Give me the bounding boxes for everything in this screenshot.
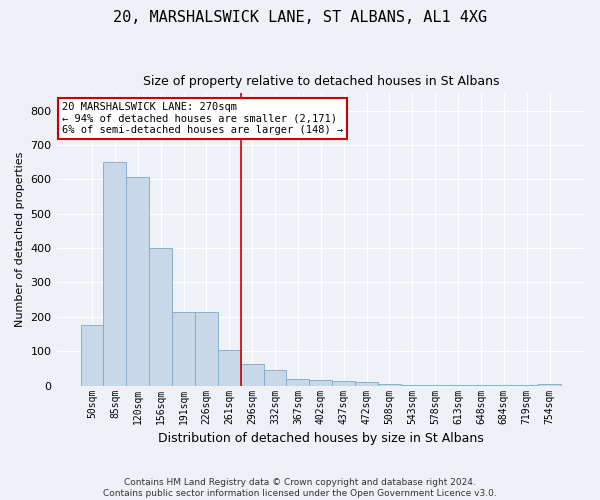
Bar [263,370,286,386]
Bar [310,380,332,386]
Text: 20 MARSHALSWICK LANE: 270sqm
← 94% of detached houses are smaller (2,171)
6% of : 20 MARSHALSWICK LANE: 270sqm ← 94% of de… [62,102,343,136]
Bar [103,162,127,386]
Bar [355,382,378,386]
Bar [332,381,355,386]
Bar [424,384,446,386]
Bar [218,350,241,386]
Bar [446,384,469,386]
Y-axis label: Number of detached properties: Number of detached properties [15,152,25,327]
Bar [172,312,195,386]
Bar [80,326,103,386]
Text: Contains HM Land Registry data © Crown copyright and database right 2024.
Contai: Contains HM Land Registry data © Crown c… [103,478,497,498]
Bar [401,384,424,386]
Bar [378,384,401,386]
Bar [149,248,172,386]
X-axis label: Distribution of detached houses by size in St Albans: Distribution of detached houses by size … [158,432,484,445]
Bar [538,384,561,386]
Bar [241,364,263,386]
Bar [195,312,218,386]
Bar [286,380,310,386]
Bar [127,176,149,386]
Title: Size of property relative to detached houses in St Albans: Size of property relative to detached ho… [143,75,499,88]
Bar [469,384,493,386]
Text: 20, MARSHALSWICK LANE, ST ALBANS, AL1 4XG: 20, MARSHALSWICK LANE, ST ALBANS, AL1 4X… [113,10,487,25]
